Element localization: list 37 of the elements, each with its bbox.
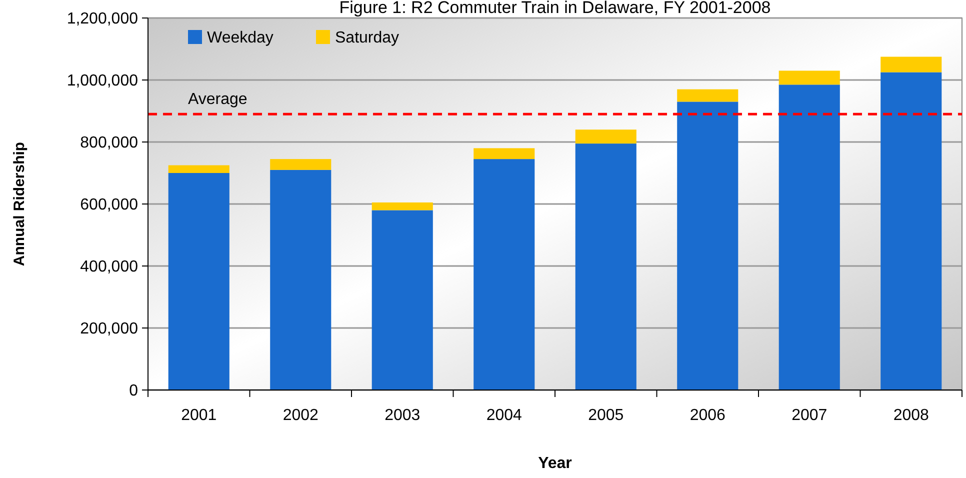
- x-tick-label: 2001: [181, 407, 217, 424]
- y-tick-label: 200,000: [80, 320, 138, 338]
- bar: [270, 159, 332, 170]
- y-tick-label: 1,000,000: [66, 72, 138, 90]
- bar: [880, 56, 942, 72]
- bar: [168, 173, 230, 390]
- bar: [575, 130, 636, 144]
- bar: [778, 70, 840, 85]
- bar: [270, 170, 332, 390]
- x-tick-label: 2008: [893, 407, 930, 424]
- x-tick-label: 2003: [384, 407, 420, 424]
- bar: [880, 72, 942, 390]
- legend-label: Saturday: [335, 30, 400, 47]
- x-tick-label: 2005: [588, 407, 624, 424]
- bar: [372, 202, 433, 210]
- x-tick-label: 2002: [282, 407, 319, 424]
- y-tick-label: 400,000: [80, 258, 138, 276]
- bar: [677, 102, 738, 390]
- y-tick-label: 600,000: [80, 196, 138, 214]
- x-tick-label: 2004: [486, 407, 522, 424]
- ref-line-label: Average: [188, 91, 248, 108]
- x-tick-label: 2007: [792, 407, 828, 424]
- bar: [474, 148, 535, 160]
- bar: [168, 165, 230, 173]
- y-axis-title: Annual Ridership: [11, 142, 28, 266]
- x-tick-label: 2006: [690, 407, 726, 424]
- y-tick-label: 800,000: [80, 134, 138, 152]
- y-tick-label: 0: [129, 382, 138, 400]
- bar: [575, 144, 636, 390]
- bar: [372, 210, 433, 390]
- x-axis-title: Year: [538, 455, 572, 472]
- legend-label: Weekday: [207, 30, 274, 47]
- bar: [677, 89, 738, 102]
- chart-title: Figure 1: R2 Commuter Train in Delaware, FY 2001-2008: [339, 0, 771, 17]
- y-tick-label: 1,200,000: [66, 10, 138, 28]
- bar: [474, 159, 535, 390]
- bar: [778, 84, 840, 390]
